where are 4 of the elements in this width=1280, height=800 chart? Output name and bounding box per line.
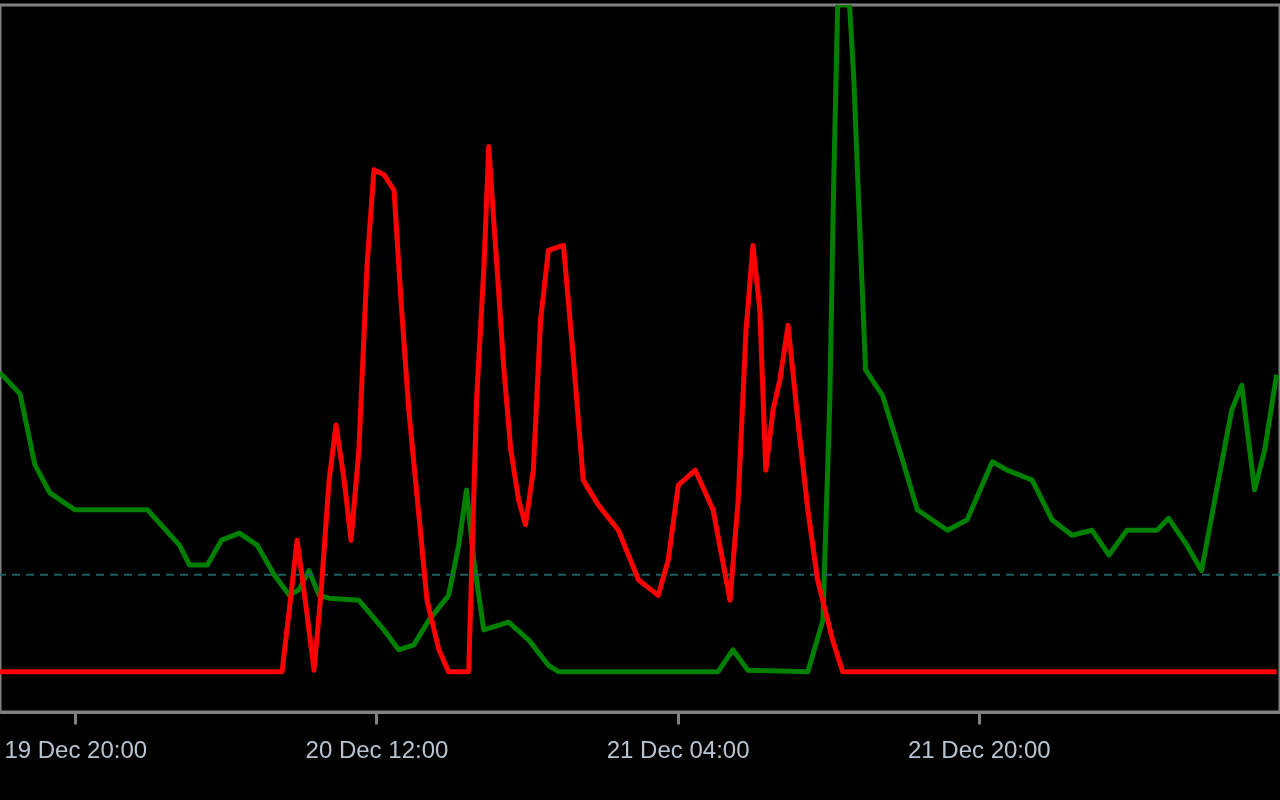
x-tick-label: 19 Dec 20:00 <box>4 735 148 763</box>
x-tick-label: 21 Dec 04:00 <box>606 735 750 763</box>
x-tick-label: 21 Dec 20:00 <box>907 735 1051 763</box>
x-tick-label: 20 Dec 12:00 <box>305 735 449 763</box>
